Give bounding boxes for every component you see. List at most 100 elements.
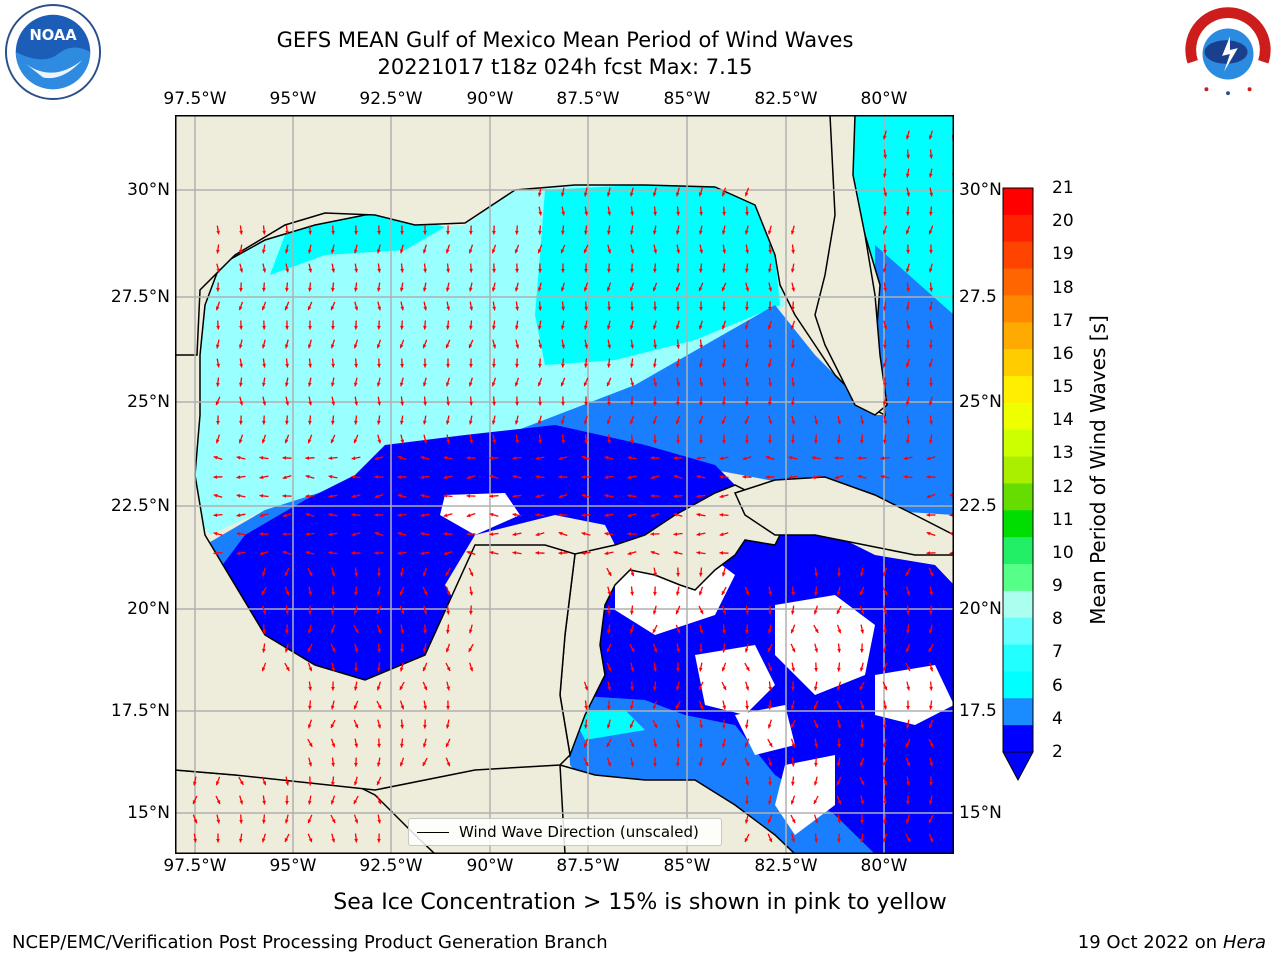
wind-arrow-head <box>285 268 290 273</box>
wind-arrow-head <box>652 192 657 197</box>
wind-arrow-head <box>374 531 379 536</box>
wind-arrow-head <box>489 456 494 460</box>
wind-arrow-head <box>696 532 701 537</box>
wind-arrow-head <box>561 269 565 273</box>
wind-arrow-head <box>814 591 818 596</box>
wind-arrow-head <box>837 420 842 425</box>
colorbar-cell <box>1003 537 1033 565</box>
wind-arrow-head <box>377 648 381 653</box>
wind-arrow-head <box>814 628 819 633</box>
wind-arrow-head <box>929 743 934 747</box>
lat-tick-right: 25°N <box>959 392 1002 412</box>
wind-arrow-head <box>538 211 543 216</box>
wind-arrow-head <box>285 326 289 330</box>
wind-arrow-head <box>422 648 427 653</box>
wind-arrow-head <box>307 800 312 805</box>
wind-arrow-head <box>745 801 749 805</box>
wind-arrow-head <box>883 306 887 311</box>
wind-arrow-head <box>929 211 933 216</box>
wind-arrow-head <box>423 401 427 406</box>
wind-arrow-head <box>354 724 359 729</box>
colorbar-tick: 4 <box>1052 708 1063 729</box>
wind-arrow-head <box>397 551 402 555</box>
wind-arrow-head <box>354 819 359 824</box>
wind-arrow-head <box>445 249 450 254</box>
wind-arrow-head <box>331 363 335 368</box>
wind-arrow-head <box>351 475 356 479</box>
wind-arrow-head <box>837 629 842 634</box>
wind-arrow-head <box>696 456 701 460</box>
wind-arrow-head <box>790 363 795 368</box>
wind-arrow-head <box>307 439 312 444</box>
wind-arrow-head <box>399 249 404 254</box>
wind-arrow-head <box>469 364 473 368</box>
wind-arrow-head <box>353 439 358 444</box>
wind-arrow-head <box>469 439 474 444</box>
wind-arrow-head <box>652 325 657 330</box>
wind-arrow-head <box>213 531 218 536</box>
wind-arrow-head <box>422 344 427 349</box>
map-frame <box>175 115 954 854</box>
wind-arrow-head <box>722 344 726 349</box>
wind-arrow-head <box>445 382 450 387</box>
colorbar-tick: 17 <box>1052 310 1074 331</box>
colorbar-cell <box>1003 456 1033 484</box>
wind-arrow-head <box>814 762 818 767</box>
wind-arrow-head <box>607 402 611 406</box>
wind-arrow-head <box>906 706 910 710</box>
wind-arrow-head <box>512 474 517 479</box>
wind-arrow-head <box>768 591 773 596</box>
wind-arrow-head <box>676 724 681 729</box>
wind-arrow-head <box>699 382 704 387</box>
east-ocean-blue <box>875 245 954 515</box>
wind-arrow-head <box>330 249 335 254</box>
wind-arrow-head <box>814 420 819 425</box>
noaa-logo-icon: NOAA <box>4 3 102 101</box>
wind-arrow-head <box>515 401 519 406</box>
wind-arrow-head <box>653 572 658 577</box>
lon-tick-bottom: 82.5°W <box>754 856 818 876</box>
lon-tick-bottom: 95°W <box>269 856 317 876</box>
wind-arrow-head <box>284 306 289 311</box>
wind-arrow-head <box>514 420 519 425</box>
wind-arrow-head <box>374 551 379 555</box>
wind-arrow-head <box>629 325 634 330</box>
wind-arrow-head <box>745 629 749 634</box>
wind-arrow-head <box>538 344 543 349</box>
wind-arrow-head <box>903 456 908 461</box>
wind-arrow-head <box>906 591 911 596</box>
wind-arrow-head <box>399 762 404 767</box>
wind-arrow-head <box>538 269 542 273</box>
wind-arrow-head <box>696 551 701 555</box>
wind-arrow-head <box>284 838 289 842</box>
wind-arrow-head <box>492 439 497 444</box>
wind-arrow-head <box>308 401 313 406</box>
wind-arrow-head <box>469 591 474 596</box>
wind-arrow-head <box>837 743 841 748</box>
wind-arrow-head <box>446 439 451 444</box>
wind-arrow-head <box>469 401 473 406</box>
wind-arrow-head <box>354 325 358 330</box>
wind-arrow-head <box>537 382 542 387</box>
wind-arrow-head <box>351 532 356 537</box>
wind-arrow-head <box>768 838 773 843</box>
chart-subtitle: 20221017 t18z 024h fcst Max: 7.15 <box>377 55 753 79</box>
wind-arrow-head <box>698 762 703 767</box>
wind-arrow-head <box>331 762 335 767</box>
wind-arrow-head <box>308 667 313 672</box>
wind-arrow-head <box>262 648 266 653</box>
wind-arrow-head <box>282 532 286 536</box>
gulf-ocean-cyan <box>535 185 780 365</box>
wind-arrow-head <box>213 551 218 555</box>
wind-arrow-head <box>652 629 657 633</box>
wind-arrow-head <box>906 382 910 387</box>
wind-arrow-head <box>354 363 358 368</box>
wind-arrow-head <box>767 724 772 729</box>
wind-arrow-head <box>216 230 220 235</box>
wind-arrow-head <box>721 420 726 425</box>
wind-arrow-head <box>652 705 657 710</box>
wind-arrow-head <box>604 513 609 518</box>
wind-arrow-head <box>676 211 680 216</box>
wind-arrow-head <box>926 531 931 536</box>
wind-arrow-head <box>630 344 634 349</box>
